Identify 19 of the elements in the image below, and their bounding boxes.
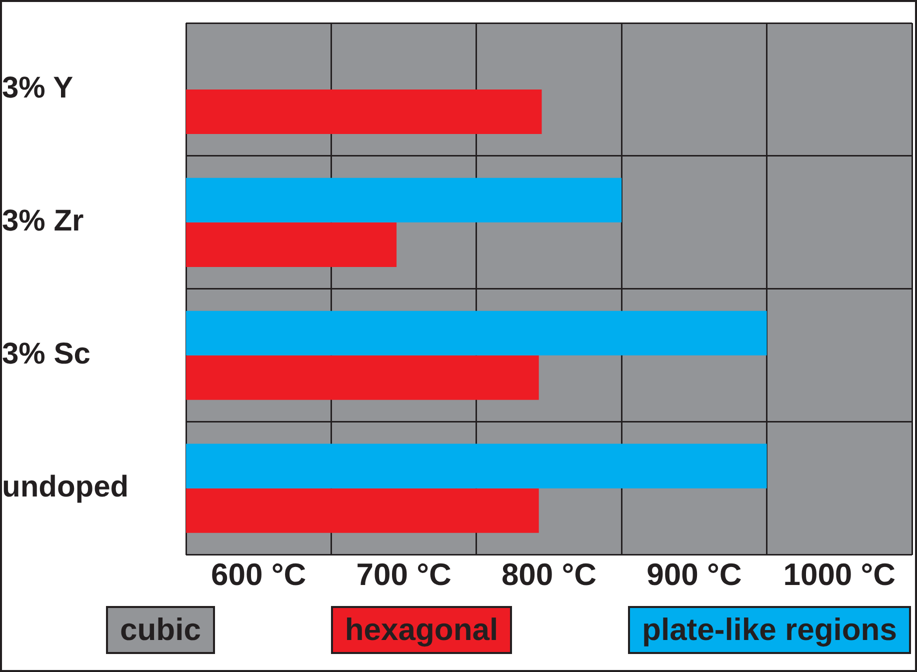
y-tick-label: undoped — [2, 470, 129, 504]
text: plate-like regions — [628, 606, 911, 654]
y-tick-label: 3% Sc — [2, 338, 90, 371]
bar — [186, 178, 622, 222]
band-label: cubic — [106, 606, 215, 654]
bar — [186, 488, 539, 533]
text: hexagonal — [330, 606, 512, 654]
bar — [186, 310, 767, 356]
x-tick-label: 700 °C — [356, 556, 452, 592]
x-tick-label: 1000 °C — [783, 556, 896, 592]
bar — [186, 444, 767, 488]
y-tick-label: 3% Zr — [2, 204, 84, 238]
bar — [186, 89, 542, 134]
y-tick-label: 3% Y — [2, 72, 74, 105]
x-tick-label: 600 °C — [211, 556, 306, 592]
bar — [186, 355, 539, 400]
bar — [186, 222, 397, 267]
x-tick-label: 900 °C — [646, 556, 742, 592]
x-tick-label: 800 °C — [501, 556, 597, 592]
